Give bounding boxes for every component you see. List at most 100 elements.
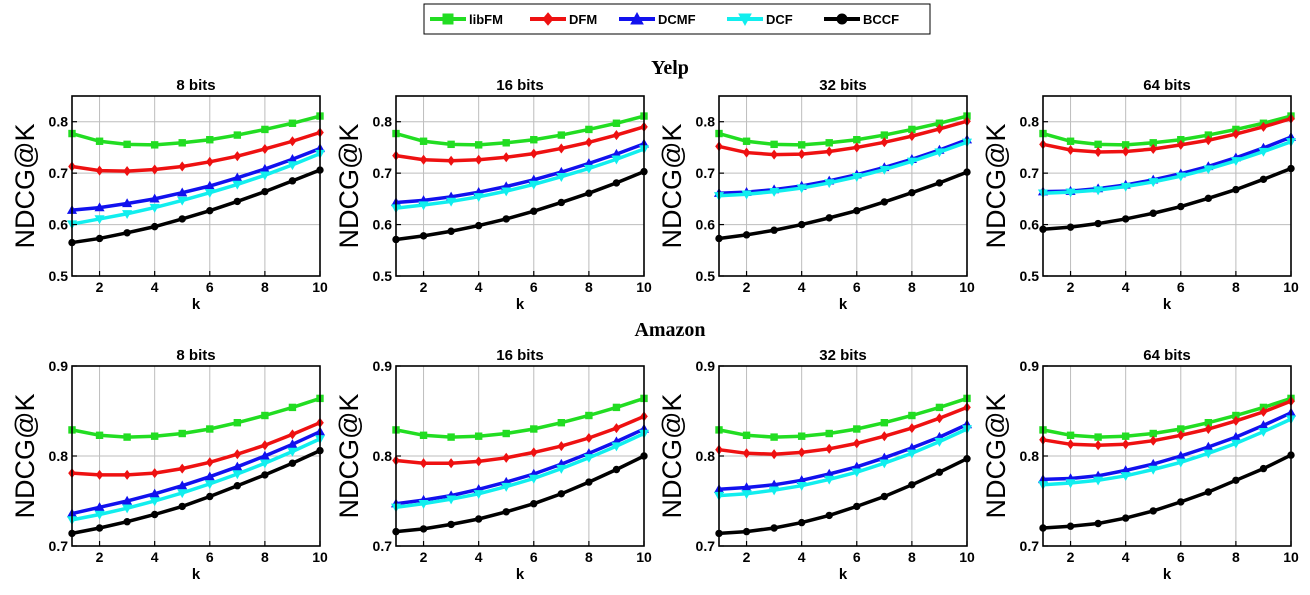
data-point-dcf xyxy=(769,187,780,197)
data-point-dfm xyxy=(502,452,511,463)
data-point-dcf xyxy=(769,486,780,496)
data-point-libfm xyxy=(825,429,833,438)
data-point-dfm xyxy=(908,131,916,142)
x-tick-label: 8 xyxy=(1232,279,1240,295)
series-dcf xyxy=(1037,415,1297,491)
series-libfm xyxy=(392,112,648,149)
data-point-dcf xyxy=(259,171,270,181)
legend-marker-libfm xyxy=(442,13,454,25)
data-point-libfm xyxy=(797,432,806,440)
data-point-bccf xyxy=(1204,488,1213,496)
data-point-dcf xyxy=(1258,428,1269,437)
data-point-libfm xyxy=(530,136,538,144)
data-point-dfm xyxy=(419,154,428,165)
panel-title: 64 bits xyxy=(1143,347,1191,364)
panel-title: 32 bits xyxy=(819,347,867,364)
series-bccf xyxy=(715,168,971,243)
plot-frame xyxy=(395,95,645,277)
y-tick-label: 0.7 xyxy=(1020,538,1040,554)
y-tick-label: 0.8 xyxy=(373,114,393,130)
data-point-dcmf xyxy=(94,202,105,212)
x-tick-label: 10 xyxy=(959,549,975,565)
data-point-dfm xyxy=(612,423,621,434)
data-point-dcf xyxy=(204,188,215,198)
series-dcf xyxy=(66,149,326,230)
data-point-dfm xyxy=(261,440,269,451)
data-point-bccf xyxy=(935,468,944,476)
data-point-dfm xyxy=(178,463,187,474)
data-point-dcf xyxy=(556,173,567,182)
data-point-bccf xyxy=(797,220,806,229)
data-point-bccf xyxy=(1149,209,1157,217)
data-point-bccf xyxy=(1066,522,1075,530)
y-tick-label: 0.9 xyxy=(49,358,69,374)
series-line-bccf xyxy=(71,168,321,245)
data-point-bccf xyxy=(1204,194,1213,203)
x-axis-label: k xyxy=(516,296,525,313)
y-tick-label: 0.6 xyxy=(696,217,716,233)
data-point-dfm xyxy=(1094,147,1102,158)
x-tick-label: 10 xyxy=(312,549,328,565)
series-line-dfm xyxy=(718,405,968,456)
y-axis-label: NDCG@K xyxy=(657,394,687,519)
data-point-bccf xyxy=(612,179,621,187)
series-line-dcf xyxy=(1042,140,1292,195)
x-tick-label: 2 xyxy=(420,279,428,295)
series-dfm xyxy=(392,121,648,166)
series-line-dcmf xyxy=(1042,411,1292,482)
data-point-libfm xyxy=(1094,140,1102,149)
data-point-dfm xyxy=(233,151,242,162)
series-line-dfm xyxy=(718,119,968,157)
data-point-dfm xyxy=(852,438,861,449)
series-bccf xyxy=(68,446,324,538)
data-point-dcf xyxy=(418,201,429,211)
data-point-dcf xyxy=(177,489,188,499)
y-tick-label: 0.9 xyxy=(1020,358,1040,374)
series-dfm xyxy=(715,116,971,160)
y-tick-label: 0.8 xyxy=(1020,114,1040,130)
series-dfm xyxy=(392,411,648,469)
series-line-dfm xyxy=(395,125,645,163)
data-point-dfm xyxy=(585,432,593,444)
data-point-libfm xyxy=(880,419,889,427)
dataset-label-amazon: Amazon xyxy=(634,319,705,341)
series-dfm xyxy=(1039,113,1295,158)
data-point-dfm xyxy=(880,137,889,148)
data-point-libfm xyxy=(419,431,428,440)
data-point-dcf xyxy=(796,482,807,491)
data-point-dfm xyxy=(880,431,889,442)
data-point-bccf xyxy=(95,524,104,532)
data-point-bccf xyxy=(825,511,833,520)
data-point-bccf xyxy=(1094,519,1102,528)
data-point-libfm xyxy=(150,141,159,149)
x-tick-label: 4 xyxy=(798,549,806,565)
data-point-libfm xyxy=(95,137,104,145)
data-point-dcf xyxy=(1230,157,1241,167)
data-point-dcf xyxy=(1203,449,1214,459)
y-axis-label: NDCG@K xyxy=(10,124,40,249)
series-bccf xyxy=(392,167,648,244)
legend-label-dcmf: DCMF xyxy=(658,12,696,27)
x-tick-label: 2 xyxy=(96,549,104,565)
data-point-libfm xyxy=(1066,431,1075,440)
data-point-dcf xyxy=(446,197,457,207)
series-line-dfm xyxy=(71,130,321,173)
data-point-libfm xyxy=(95,431,104,440)
y-axis-label: NDCG@K xyxy=(981,124,1011,249)
data-point-dfm xyxy=(797,447,806,458)
y-tick-label: 0.5 xyxy=(1020,268,1040,284)
data-point-dcmf xyxy=(259,450,270,460)
series-line-libfm xyxy=(71,396,321,439)
data-point-libfm xyxy=(447,140,455,149)
data-point-dfm xyxy=(502,152,511,163)
series-line-dfm xyxy=(1042,399,1292,447)
panel-amazon-64-bits: 2 4 6 8 10 0.7 0.8 0.9 64 bits k NDCG@K xyxy=(981,347,1299,583)
x-axis-label: k xyxy=(192,566,201,583)
data-point-libfm xyxy=(935,403,944,412)
data-point-dcf xyxy=(1120,182,1131,192)
plot-frame xyxy=(71,95,321,277)
data-point-bccf xyxy=(1259,464,1268,473)
data-point-bccf xyxy=(853,206,861,215)
data-point-dcf xyxy=(934,437,945,447)
